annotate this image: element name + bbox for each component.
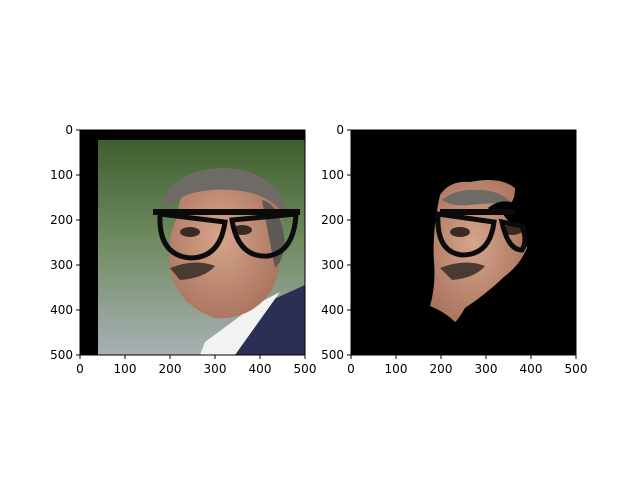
y-tick-label: 300 [321, 258, 344, 272]
y-tick-label: 400 [50, 303, 73, 317]
y-tick-label: 500 [50, 348, 73, 362]
glasses-overlay-2 [435, 209, 528, 258]
x-tick-label: 500 [565, 362, 588, 376]
axes-frame-2 [350, 129, 577, 356]
y-tick-label: 500 [321, 348, 344, 362]
y-tick-label: 200 [321, 213, 344, 227]
x-tick-label: 200 [159, 362, 182, 376]
y-tick-label: 100 [50, 168, 73, 182]
x-tick-label: 300 [204, 362, 227, 376]
y-tick-label: 200 [50, 213, 73, 227]
x-tick-label: 400 [520, 362, 543, 376]
x-tick-label: 100 [385, 362, 408, 376]
y-tick-label: 300 [50, 258, 73, 272]
x-tick-label: 0 [347, 362, 355, 376]
y-tick-label: 100 [321, 168, 344, 182]
x-tick-label: 200 [430, 362, 453, 376]
original-photo [80, 130, 305, 355]
x-tick-label: 300 [475, 362, 498, 376]
y-tick-label: 0 [336, 123, 344, 137]
x-tick-label: 0 [76, 362, 84, 376]
x-tick-label: 500 [294, 362, 317, 376]
segmented-photo [351, 130, 576, 355]
y-tick-label: 0 [65, 123, 73, 137]
glasses-overlay-1 [153, 209, 300, 261]
axes-frame-1 [79, 129, 306, 356]
x-tick-label: 400 [249, 362, 272, 376]
x-tick-label: 100 [114, 362, 137, 376]
y-tick-label: 400 [321, 303, 344, 317]
